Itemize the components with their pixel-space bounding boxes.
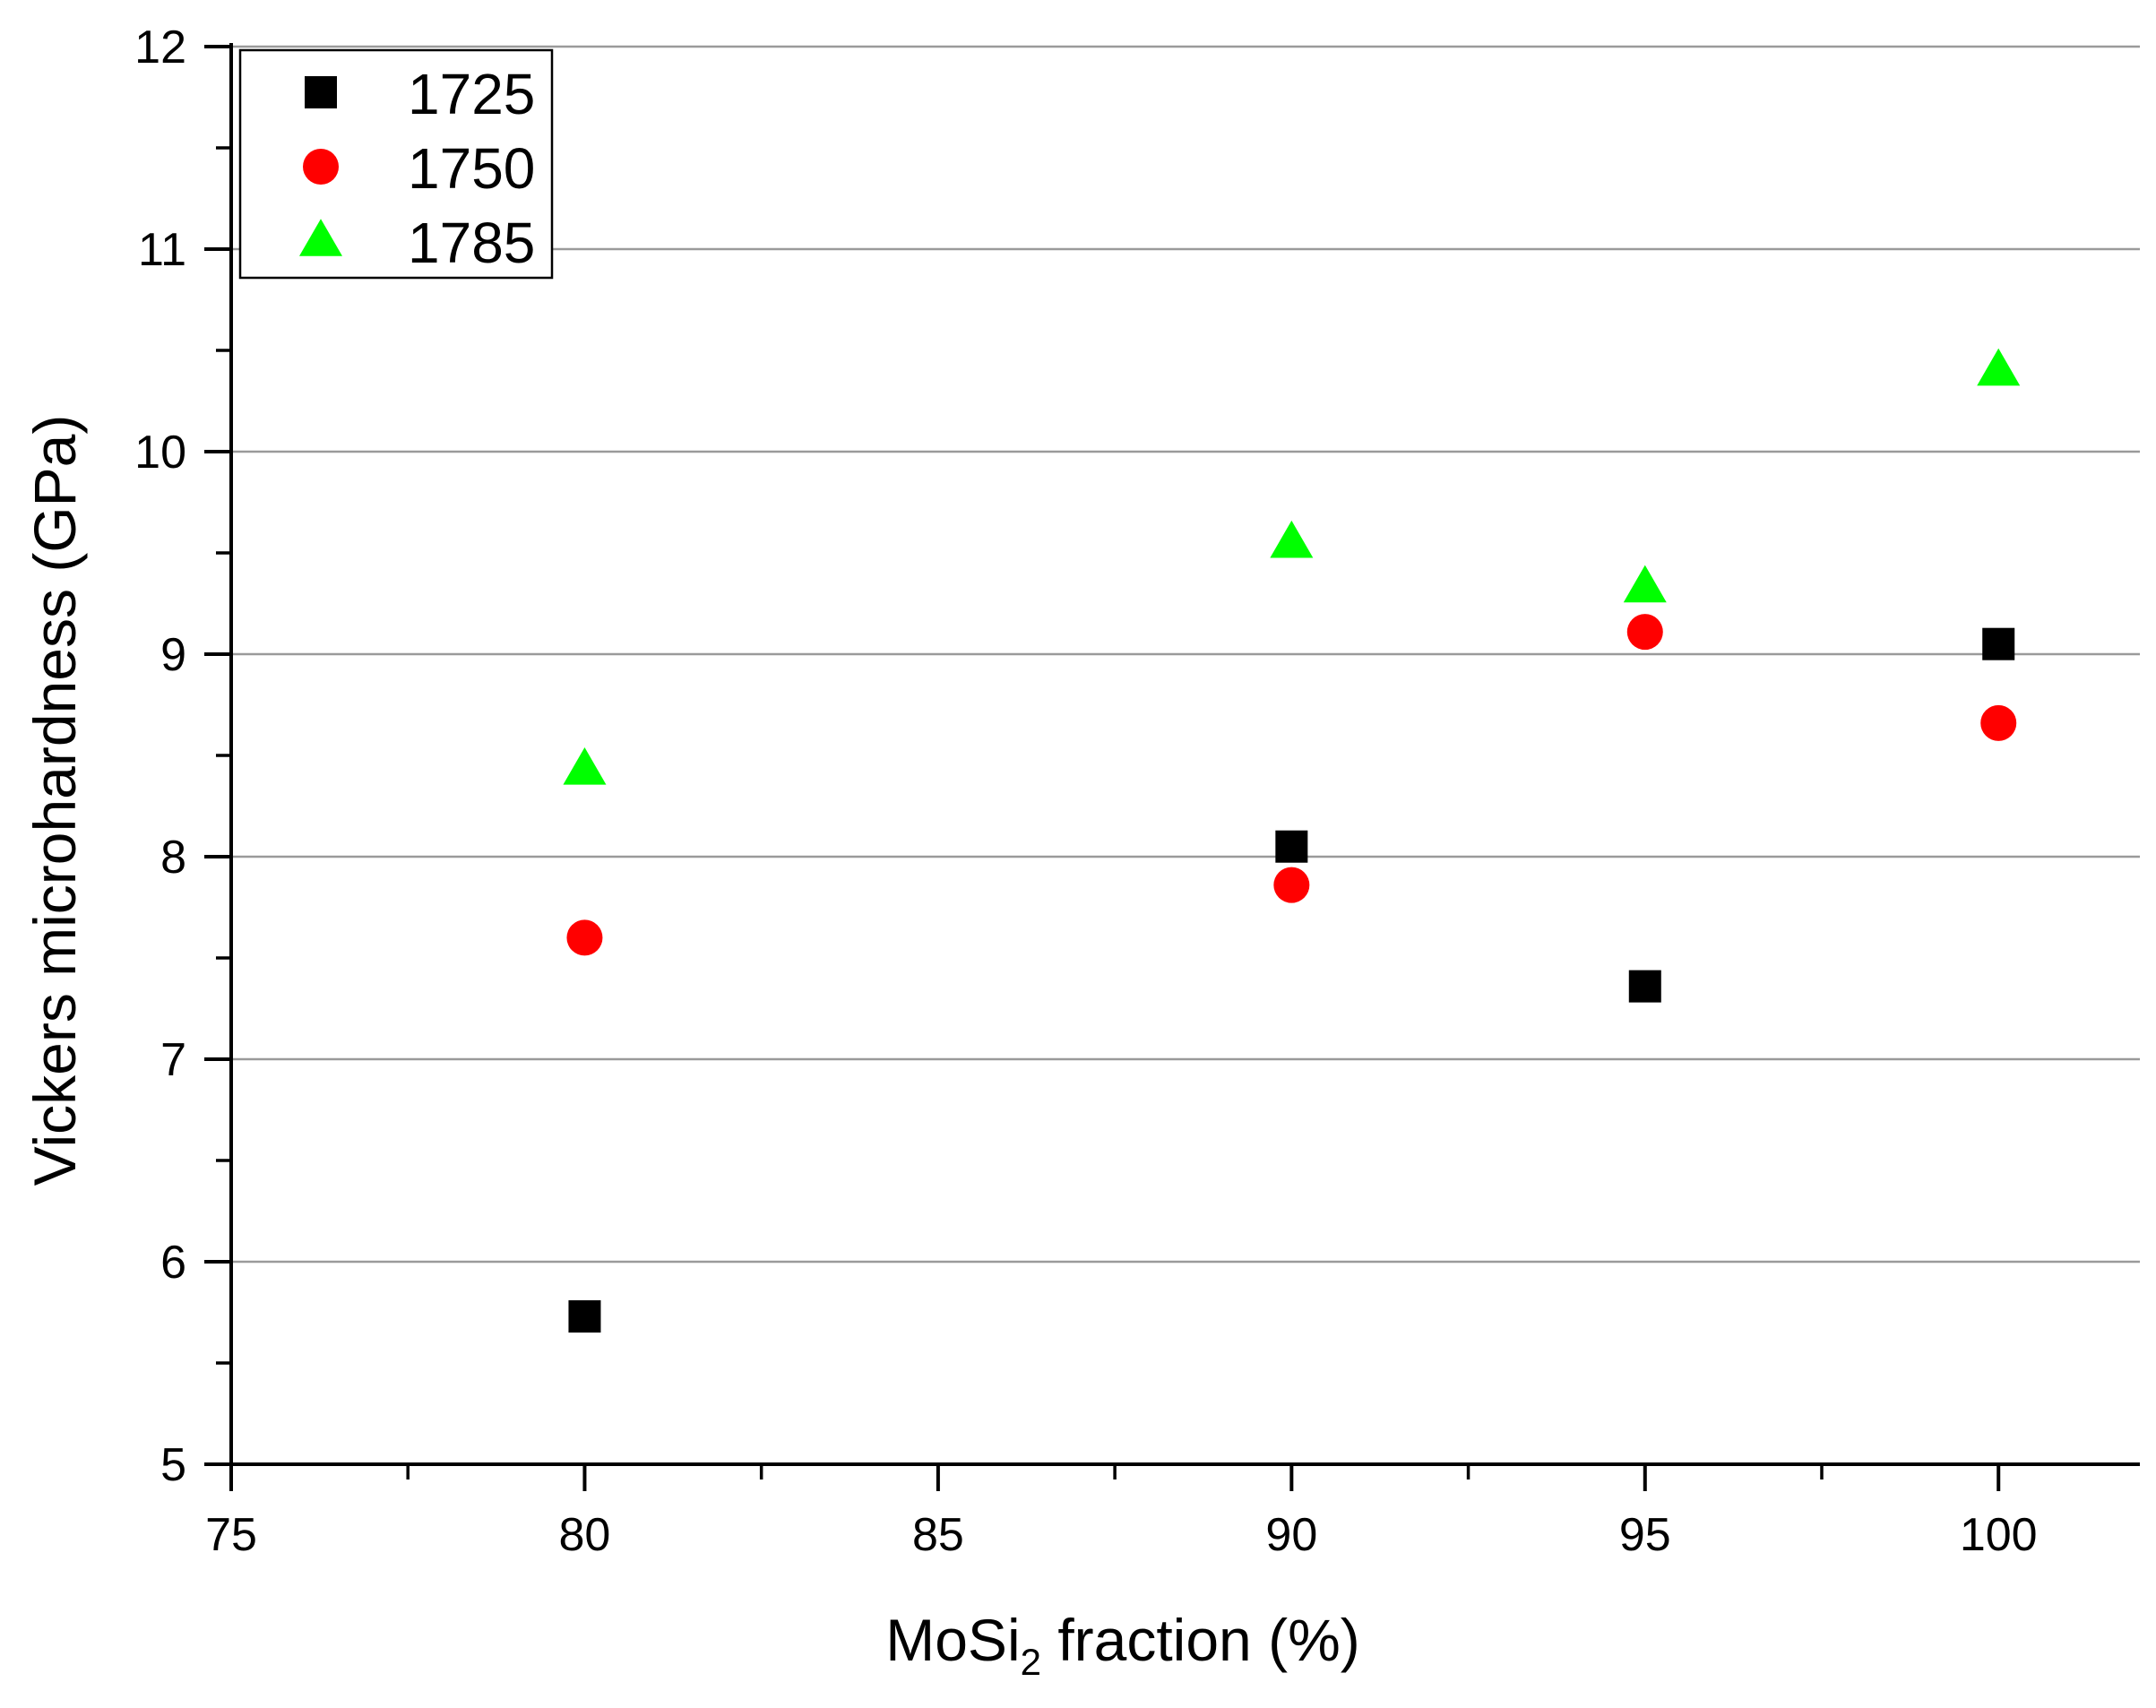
data-point-1750 [1980,704,2017,741]
data-point-1725 [1275,830,1308,863]
x-tick-label: 90 [1265,1509,1317,1561]
data-point-1750 [1273,867,1310,903]
marker-layer [563,348,2021,1333]
x-axis-title: MoSi2 fraction (%) [885,1607,1359,1683]
x-axis-title-main: MoSi [885,1607,1020,1673]
y-tick-label: 12 [134,22,186,73]
y-tick-label: 7 [160,1034,186,1086]
y-axis-title: Vickers microhardness (GPa) [22,415,88,1186]
y-tick-label: 10 [134,427,186,479]
data-point-1785 [1977,348,2021,386]
x-tick-label: 80 [559,1509,611,1561]
y-tick-label: 9 [160,629,186,681]
legend-marker-1725 [305,76,337,108]
legend-marker-1785 [299,219,342,256]
x-tick-label: 75 [205,1509,257,1561]
x-tick-label: 95 [1619,1509,1671,1561]
legend-label: 1750 [408,136,535,201]
data-point-1725 [1628,970,1661,1003]
x-tick-label: 100 [1960,1509,2038,1561]
x-tick-label: 85 [912,1509,964,1561]
y-tick-label: 11 [138,224,186,276]
data-point-1750 [566,919,603,956]
legend-marker-1750 [303,149,339,185]
data-point-1785 [1270,520,1314,558]
data-point-1725 [1982,627,2015,660]
y-tick-label: 5 [160,1439,186,1491]
axis-layer: 5 6 7 8 9 10 11 12 75 80 85 90 95 100 [134,22,2140,1561]
x-axis-title-subscript: 2 [1021,1641,1041,1683]
legend: 1725 1750 1785 [238,48,554,280]
legend-label: 1725 [408,62,535,126]
x-axis-title-suffix: fraction (%) [1041,1607,1360,1673]
y-tick-label: 6 [160,1237,186,1289]
y-tick-label: 8 [160,832,186,884]
data-point-1750 [1626,614,1663,651]
legend-label: 1785 [408,211,535,275]
data-point-1725 [568,1300,601,1333]
data-point-1785 [1623,565,1667,603]
legend-box [238,48,554,280]
data-point-1785 [563,747,607,785]
